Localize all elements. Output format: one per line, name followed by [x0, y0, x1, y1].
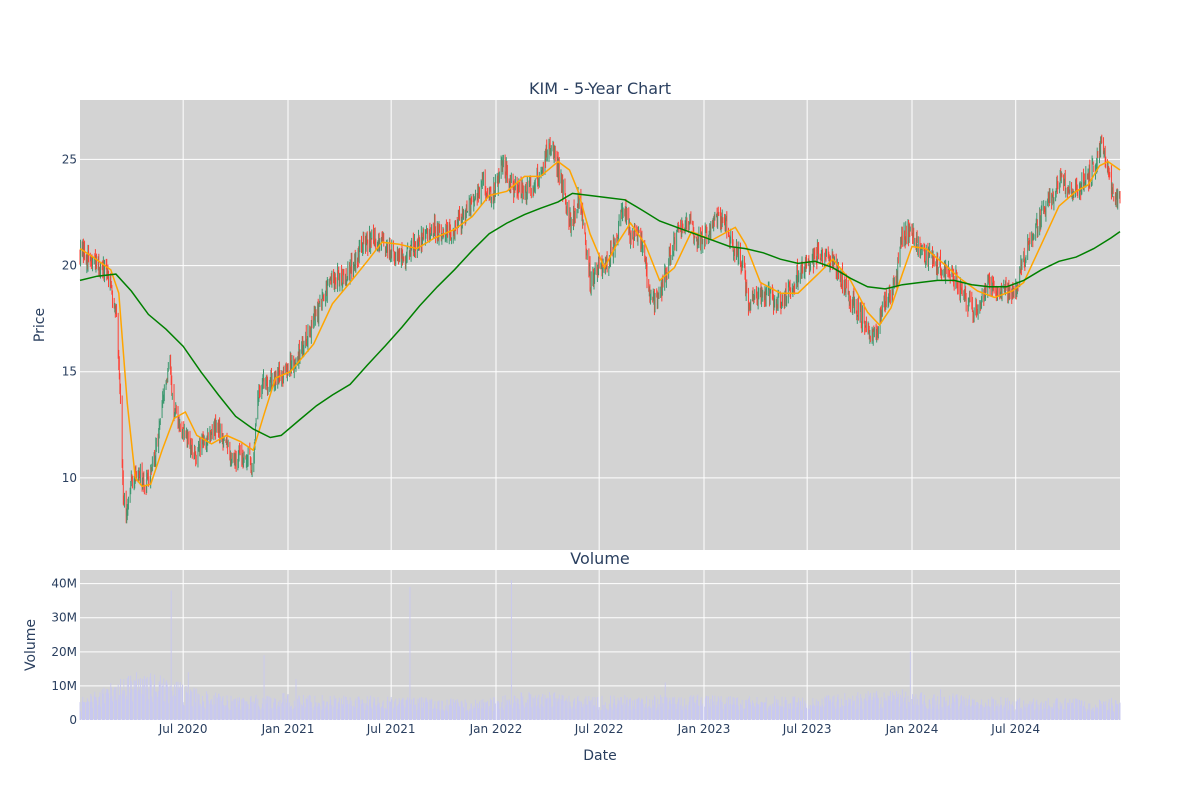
date-tick-label: Jul 2022 — [574, 722, 624, 736]
date-tick-label: Jul 2024 — [990, 722, 1040, 736]
date-tick-label: Jul 2021 — [366, 722, 416, 736]
long-moving-average-line — [79, 192, 1121, 439]
date-tick-label: Jan 2022 — [469, 722, 523, 736]
price-tick-label: 10 — [62, 471, 77, 485]
date-tick-label: Jul 2020 — [158, 722, 208, 736]
chart-title: KIM - 5-Year Chart — [529, 79, 671, 98]
short-moving-average-line — [79, 160, 1121, 488]
price-tick-label: 20 — [62, 259, 77, 273]
volume-bars — [79, 580, 1121, 720]
volume-tick-label: 20M — [51, 645, 77, 659]
price-y-ticks: 10 15 20 25 — [62, 152, 77, 484]
price-gridlines — [80, 100, 1120, 550]
price-candles — [79, 134, 1121, 524]
volume-tick-label: 10M — [51, 679, 77, 693]
price-plot-area — [80, 100, 1120, 550]
volume-plot-area — [80, 570, 1120, 720]
volume-tick-label: 30M — [51, 611, 77, 625]
date-x-ticks: Jul 2020 Jan 2021 Jul 2021 Jan 2022 Jul 2022… — [158, 722, 1040, 736]
price-axis-title: Price — [32, 308, 48, 342]
date-axis-title: Date — [583, 748, 616, 764]
volume-tick-label: 40M — [51, 577, 77, 591]
date-tick-label: Jul 2023 — [782, 722, 832, 736]
moving-average-lines — [79, 160, 1121, 488]
date-tick-label: Jan 2023 — [677, 722, 731, 736]
volume-y-ticks: 0 10M 20M 30M 40M — [51, 577, 77, 727]
volume-tick-label: 0 — [69, 713, 77, 727]
volume-axis-title: Volume — [23, 619, 39, 671]
date-tick-label: Jan 2021 — [261, 722, 315, 736]
price-tick-label: 25 — [62, 152, 77, 166]
volume-subtitle: Volume — [570, 549, 630, 568]
price-tick-label: 15 — [62, 365, 77, 379]
date-tick-label: Jan 2024 — [885, 722, 939, 736]
